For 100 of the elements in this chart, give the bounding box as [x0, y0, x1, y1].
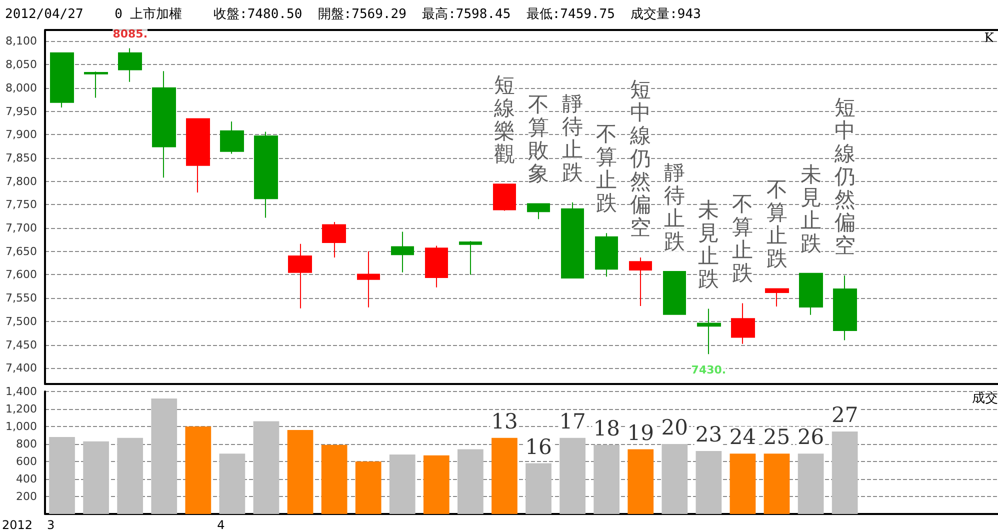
candlestick: [254, 131, 278, 218]
y-axis-title: K: [984, 31, 994, 46]
x-tick-label: 26: [797, 425, 824, 450]
annotation: 不算止跌: [766, 178, 788, 271]
x-tick-label: 13: [491, 409, 518, 434]
y-tick-label: 200: [16, 490, 37, 503]
text: 2012: [2, 518, 33, 532]
candlestick: [833, 274, 857, 341]
candlestick: [322, 221, 346, 258]
bar: [151, 398, 178, 514]
annotation: 靜待止跌: [664, 160, 686, 254]
bar: [628, 449, 654, 514]
y-tick-label: 7,750: [6, 198, 37, 212]
bar: [662, 444, 688, 514]
y-tick-label: 7,550: [6, 292, 37, 305]
annotation: 不算止跌: [732, 192, 754, 286]
candlestick: [629, 256, 652, 307]
candlestick: [527, 203, 550, 220]
annotation: 靜待止跌: [562, 91, 584, 184]
y-tick-label: 7,650: [6, 244, 37, 258]
candlestick: [765, 288, 789, 307]
y-tick-label: 7,450: [6, 338, 37, 352]
bar: [730, 454, 756, 514]
y-tick-label: 7,850: [6, 151, 37, 164]
x-tick-label: 16: [525, 434, 552, 459]
candlestick: [459, 240, 482, 276]
x-tick-label: 18: [593, 416, 620, 440]
y-tick-label: 8,050: [6, 58, 37, 72]
bar: [117, 438, 144, 514]
candlestick: [357, 250, 380, 308]
candlestick: [697, 308, 721, 355]
annotation: 短中線仍然偏空: [833, 95, 856, 258]
annotation: 不算敗象: [528, 92, 550, 186]
candlestick: [391, 231, 414, 273]
candlestick: [595, 232, 618, 278]
candlestick: [799, 272, 823, 316]
bar: [560, 438, 586, 514]
candlestick: [288, 243, 312, 309]
candlestick: [561, 202, 584, 278]
y-tick-label: 7,950: [6, 104, 37, 118]
bar: [764, 454, 790, 514]
bar: [423, 455, 450, 514]
x-tick-label: 20: [661, 416, 688, 440]
bar: [83, 441, 109, 514]
bar: [798, 454, 824, 514]
bar: [253, 421, 280, 514]
candlestick: [84, 71, 108, 98]
y-axis-title: 成交: [972, 390, 998, 406]
y-tick-label: 7,900: [6, 128, 37, 142]
bar: [355, 462, 382, 514]
bar: [185, 426, 212, 514]
candlestick: [152, 70, 176, 178]
annotation: 未見止跌: [698, 198, 720, 291]
x-tick-label: 17: [559, 409, 586, 434]
candlestick: [220, 121, 244, 154]
annotation: 短線樂觀: [492, 73, 515, 166]
y-tick-label: 800: [16, 438, 37, 450]
text: 4: [217, 518, 225, 532]
candlestick: [425, 245, 448, 288]
annotation: 短中線仍然偏空: [629, 77, 652, 240]
y-tick-label: 7,500: [6, 314, 37, 328]
annotation: 未見止跌: [800, 162, 822, 256]
bar: [287, 430, 314, 514]
bar: [321, 444, 348, 514]
annotation: 不算止跌: [596, 122, 618, 216]
bar: [458, 449, 484, 514]
bar: [696, 451, 722, 514]
chart-title: 2012/04/27 0 上市加權 收盤:7480.50 開盤:7569.29 最高:7598.45 最低:7459.75 成交量:943: [5, 6, 701, 22]
annotation: 8085.: [112, 28, 148, 41]
bar: [49, 437, 75, 514]
x-tick-label: 27: [831, 402, 858, 427]
candlestick: [186, 118, 210, 194]
bar: [492, 438, 518, 514]
candlestick: [50, 52, 74, 108]
candlestick: [731, 302, 755, 344]
y-tick-label: 1,000: [6, 420, 37, 433]
y-tick-label: 8,100: [6, 34, 37, 48]
y-tick-label: 7,700: [6, 222, 37, 235]
annotation: 7430.: [691, 364, 726, 377]
y-tick-label: 8,000: [6, 81, 37, 94]
text: 3: [47, 518, 55, 532]
y-tick-label: 7,600: [6, 268, 37, 282]
y-tick-label: 400: [16, 472, 37, 486]
bar: [832, 431, 858, 514]
y-tick-label: 1,200: [6, 402, 37, 416]
y-tick-label: 7,800: [6, 174, 37, 188]
x-tick-label: 25: [763, 425, 790, 450]
y-tick-label: 7,400: [6, 362, 37, 375]
candlestick: [663, 270, 686, 315]
y-tick-label: 600: [16, 455, 37, 468]
candlestick: [493, 184, 516, 212]
bar: [526, 463, 552, 514]
x-tick-label: 24: [729, 425, 756, 450]
candlestick: [118, 48, 142, 82]
x-tick-label: 19: [627, 420, 654, 445]
bar: [389, 454, 416, 514]
bar: [219, 454, 246, 514]
bar: [594, 444, 620, 514]
x-tick-label: 23: [695, 422, 722, 446]
y-tick-label: 1,400: [6, 385, 37, 398]
